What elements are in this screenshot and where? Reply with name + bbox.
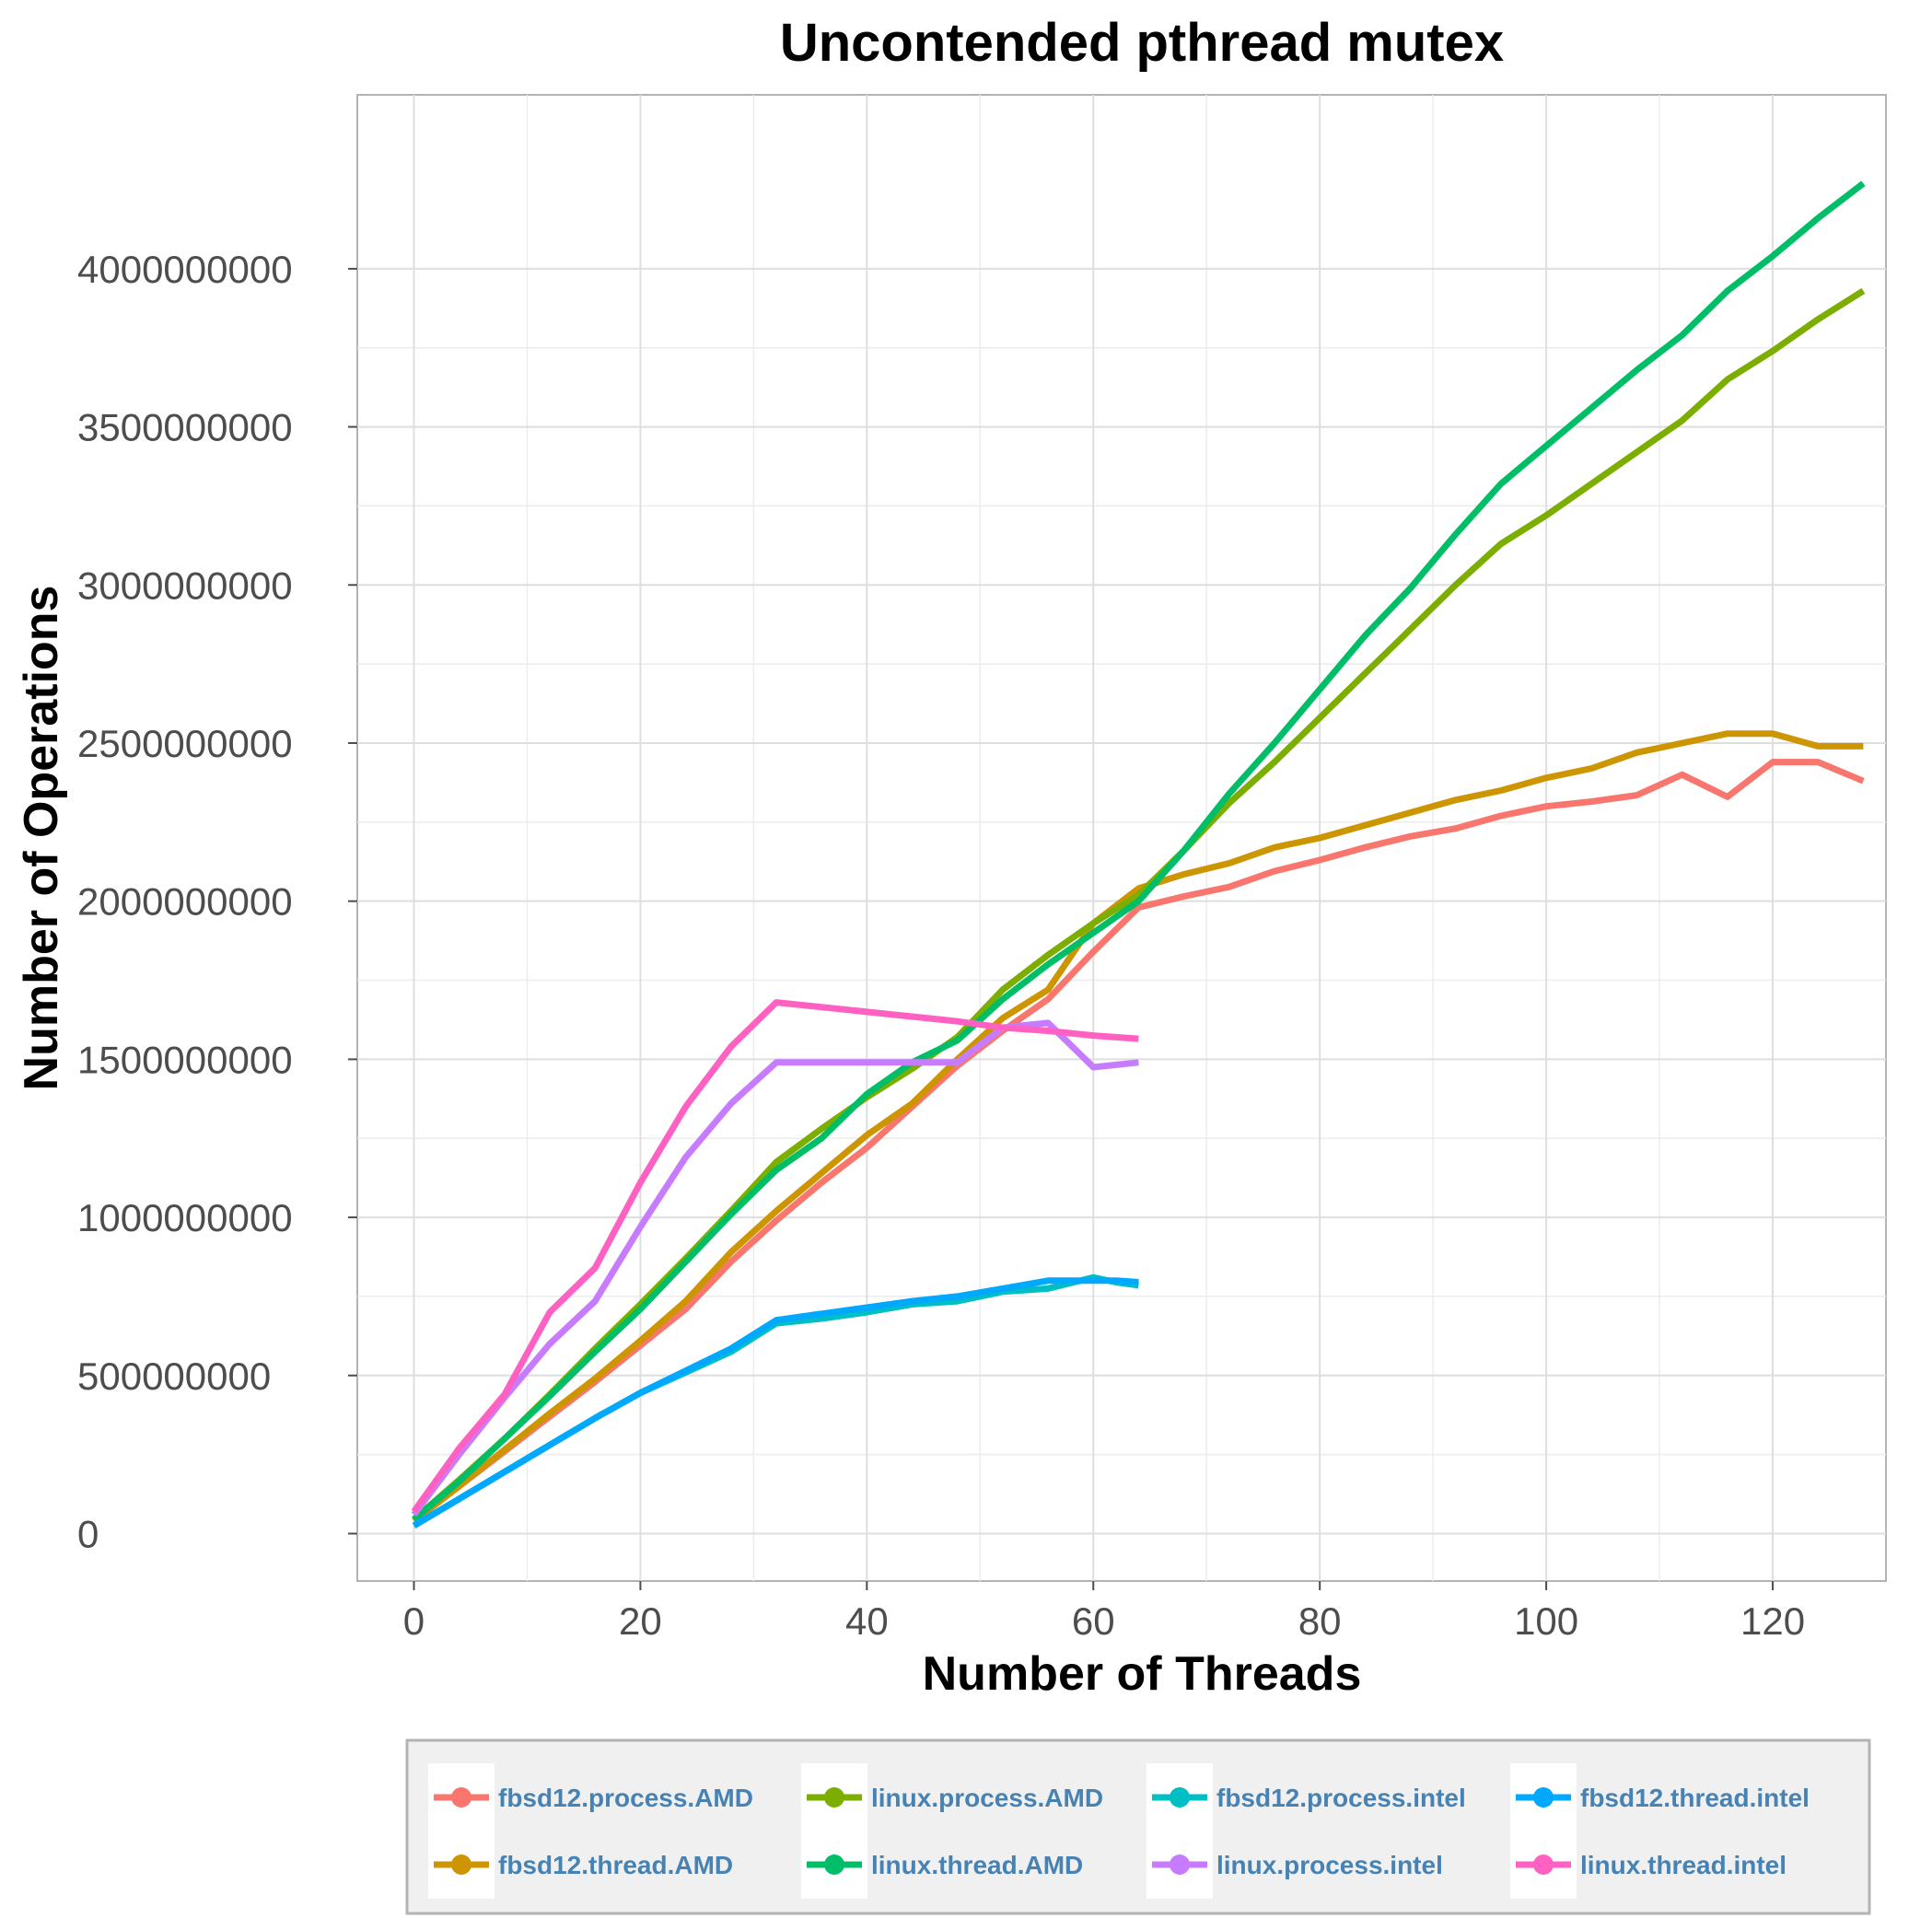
series-line-fbsd12.thread.AMD	[412, 730, 1864, 1524]
y-tick-label: 500000000	[77, 1354, 271, 1398]
legend-box	[405, 1738, 1871, 1915]
y-tick-label: 3500000000	[77, 406, 293, 449]
series-lines	[411, 180, 1866, 1529]
legend-label: linux.process.intel	[1216, 1851, 1443, 1879]
y-tick-label: 3000000000	[77, 564, 293, 607]
series-line-linux.thread.AMD	[412, 180, 1866, 1522]
x-tick-label: 40	[845, 1599, 889, 1643]
legend-key-point	[824, 1854, 844, 1875]
legend-key-point	[824, 1787, 844, 1808]
x-tick-label: 60	[1072, 1599, 1115, 1643]
legend-key-point	[451, 1787, 471, 1808]
y-tick-label: 2500000000	[77, 722, 293, 765]
y-axis: 0 500000000 1000000000 1500000000 2000000000…	[77, 248, 357, 1555]
legend-key-point	[451, 1854, 471, 1875]
series-line-fbsd12.thread.intel	[412, 1277, 1139, 1529]
legend-key-point	[1533, 1787, 1554, 1808]
x-tick-label: 20	[619, 1599, 662, 1643]
legend-label: fbsd12.thread.AMD	[498, 1851, 733, 1879]
y-tick-label: 1000000000	[77, 1196, 293, 1239]
y-tick-label: 4000000000	[77, 248, 293, 291]
chart-title: Uncontended pthread mutex	[780, 13, 1504, 73]
legend-label: fbsd12.process.AMD	[498, 1784, 753, 1812]
y-tick-label: 1500000000	[77, 1038, 293, 1081]
legend-label: linux.thread.intel	[1580, 1851, 1787, 1879]
legend-key-point	[1533, 1854, 1554, 1875]
x-tick-label: 0	[403, 1599, 425, 1643]
y-tick-label: 0	[77, 1512, 99, 1555]
legend-key-point	[1170, 1854, 1190, 1875]
legend-items: fbsd12.process.AMD fbsd12.thread.AMD linux…	[428, 1763, 1810, 1899]
legend-key-point	[1170, 1787, 1190, 1808]
y-axis-title: Number of Operations	[15, 586, 68, 1091]
legend-label: linux.thread.AMD	[871, 1851, 1083, 1879]
x-axis-title: Number of Threads	[923, 1647, 1362, 1701]
series-line-linux.thread.intel	[411, 999, 1139, 1514]
x-tick-label: 120	[1740, 1599, 1805, 1643]
x-tick-label: 80	[1298, 1599, 1342, 1643]
legend-label: fbsd12.thread.intel	[1580, 1784, 1810, 1812]
legend-label: fbsd12.process.intel	[1216, 1784, 1466, 1812]
x-axis: 0 20 40 60 80 100 120	[403, 1581, 1805, 1643]
legend: fbsd12.process.AMD fbsd12.thread.AMD linux…	[405, 1738, 1871, 1915]
x-tick-label: 100	[1514, 1599, 1578, 1643]
legend-label: linux.process.AMD	[871, 1784, 1103, 1812]
series-line-fbsd12.process.AMD	[412, 759, 1865, 1524]
y-tick-label: 2000000000	[77, 880, 293, 924]
grid-minor	[357, 95, 1886, 1581]
